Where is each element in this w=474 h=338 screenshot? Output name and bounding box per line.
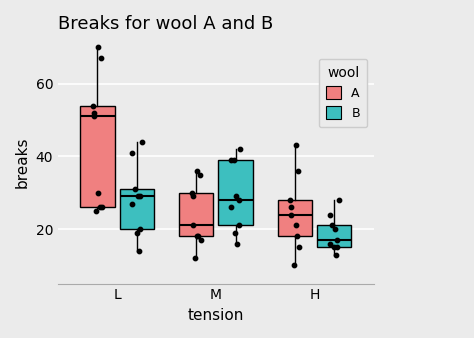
Point	[287, 197, 294, 203]
Legend: A, B: A, B	[319, 58, 367, 127]
Point	[227, 204, 235, 210]
Point	[332, 252, 340, 257]
Point	[96, 204, 104, 210]
Point	[95, 190, 102, 195]
Point	[91, 110, 98, 116]
Point	[292, 143, 300, 148]
Text: Breaks for wool A and B: Breaks for wool A and B	[58, 15, 273, 33]
Point	[237, 146, 244, 152]
Point	[131, 186, 139, 192]
Point	[232, 194, 240, 199]
Y-axis label: breaks: breaks	[15, 136, 30, 188]
Point	[98, 204, 106, 210]
PathPatch shape	[120, 189, 154, 229]
PathPatch shape	[219, 160, 253, 225]
Point	[189, 194, 197, 199]
Point	[136, 194, 144, 199]
Point	[128, 201, 136, 206]
Point	[293, 234, 301, 239]
Point	[331, 226, 338, 232]
Point	[334, 244, 341, 250]
Point	[328, 223, 336, 228]
Point	[138, 139, 146, 145]
Point	[228, 157, 235, 163]
Point	[89, 103, 97, 108]
Point	[134, 194, 141, 199]
Point	[230, 157, 237, 163]
Point	[91, 114, 98, 119]
Point	[193, 234, 201, 239]
Point	[334, 237, 341, 243]
Point	[133, 230, 141, 235]
Point	[235, 223, 243, 228]
Point	[288, 204, 295, 210]
Point	[326, 212, 334, 217]
Point	[326, 241, 333, 246]
PathPatch shape	[80, 105, 115, 207]
Point	[189, 223, 197, 228]
PathPatch shape	[277, 200, 312, 236]
Point	[128, 150, 136, 155]
Point	[97, 55, 105, 61]
Point	[92, 208, 100, 214]
Point	[234, 241, 241, 246]
Point	[188, 190, 196, 195]
Point	[195, 234, 202, 239]
Point	[197, 237, 204, 243]
Point	[193, 168, 201, 174]
PathPatch shape	[179, 193, 213, 236]
Point	[294, 168, 302, 174]
Point	[335, 197, 343, 203]
Point	[330, 244, 338, 250]
Point	[288, 212, 295, 217]
X-axis label: tension: tension	[188, 308, 244, 323]
Point	[95, 45, 102, 50]
Point	[191, 256, 199, 261]
Point	[235, 197, 242, 203]
Point	[290, 263, 297, 268]
Point	[137, 226, 144, 232]
Point	[232, 230, 239, 235]
Point	[196, 172, 203, 177]
Point	[292, 223, 300, 228]
PathPatch shape	[317, 225, 352, 247]
Point	[295, 244, 303, 250]
Point	[135, 248, 143, 254]
